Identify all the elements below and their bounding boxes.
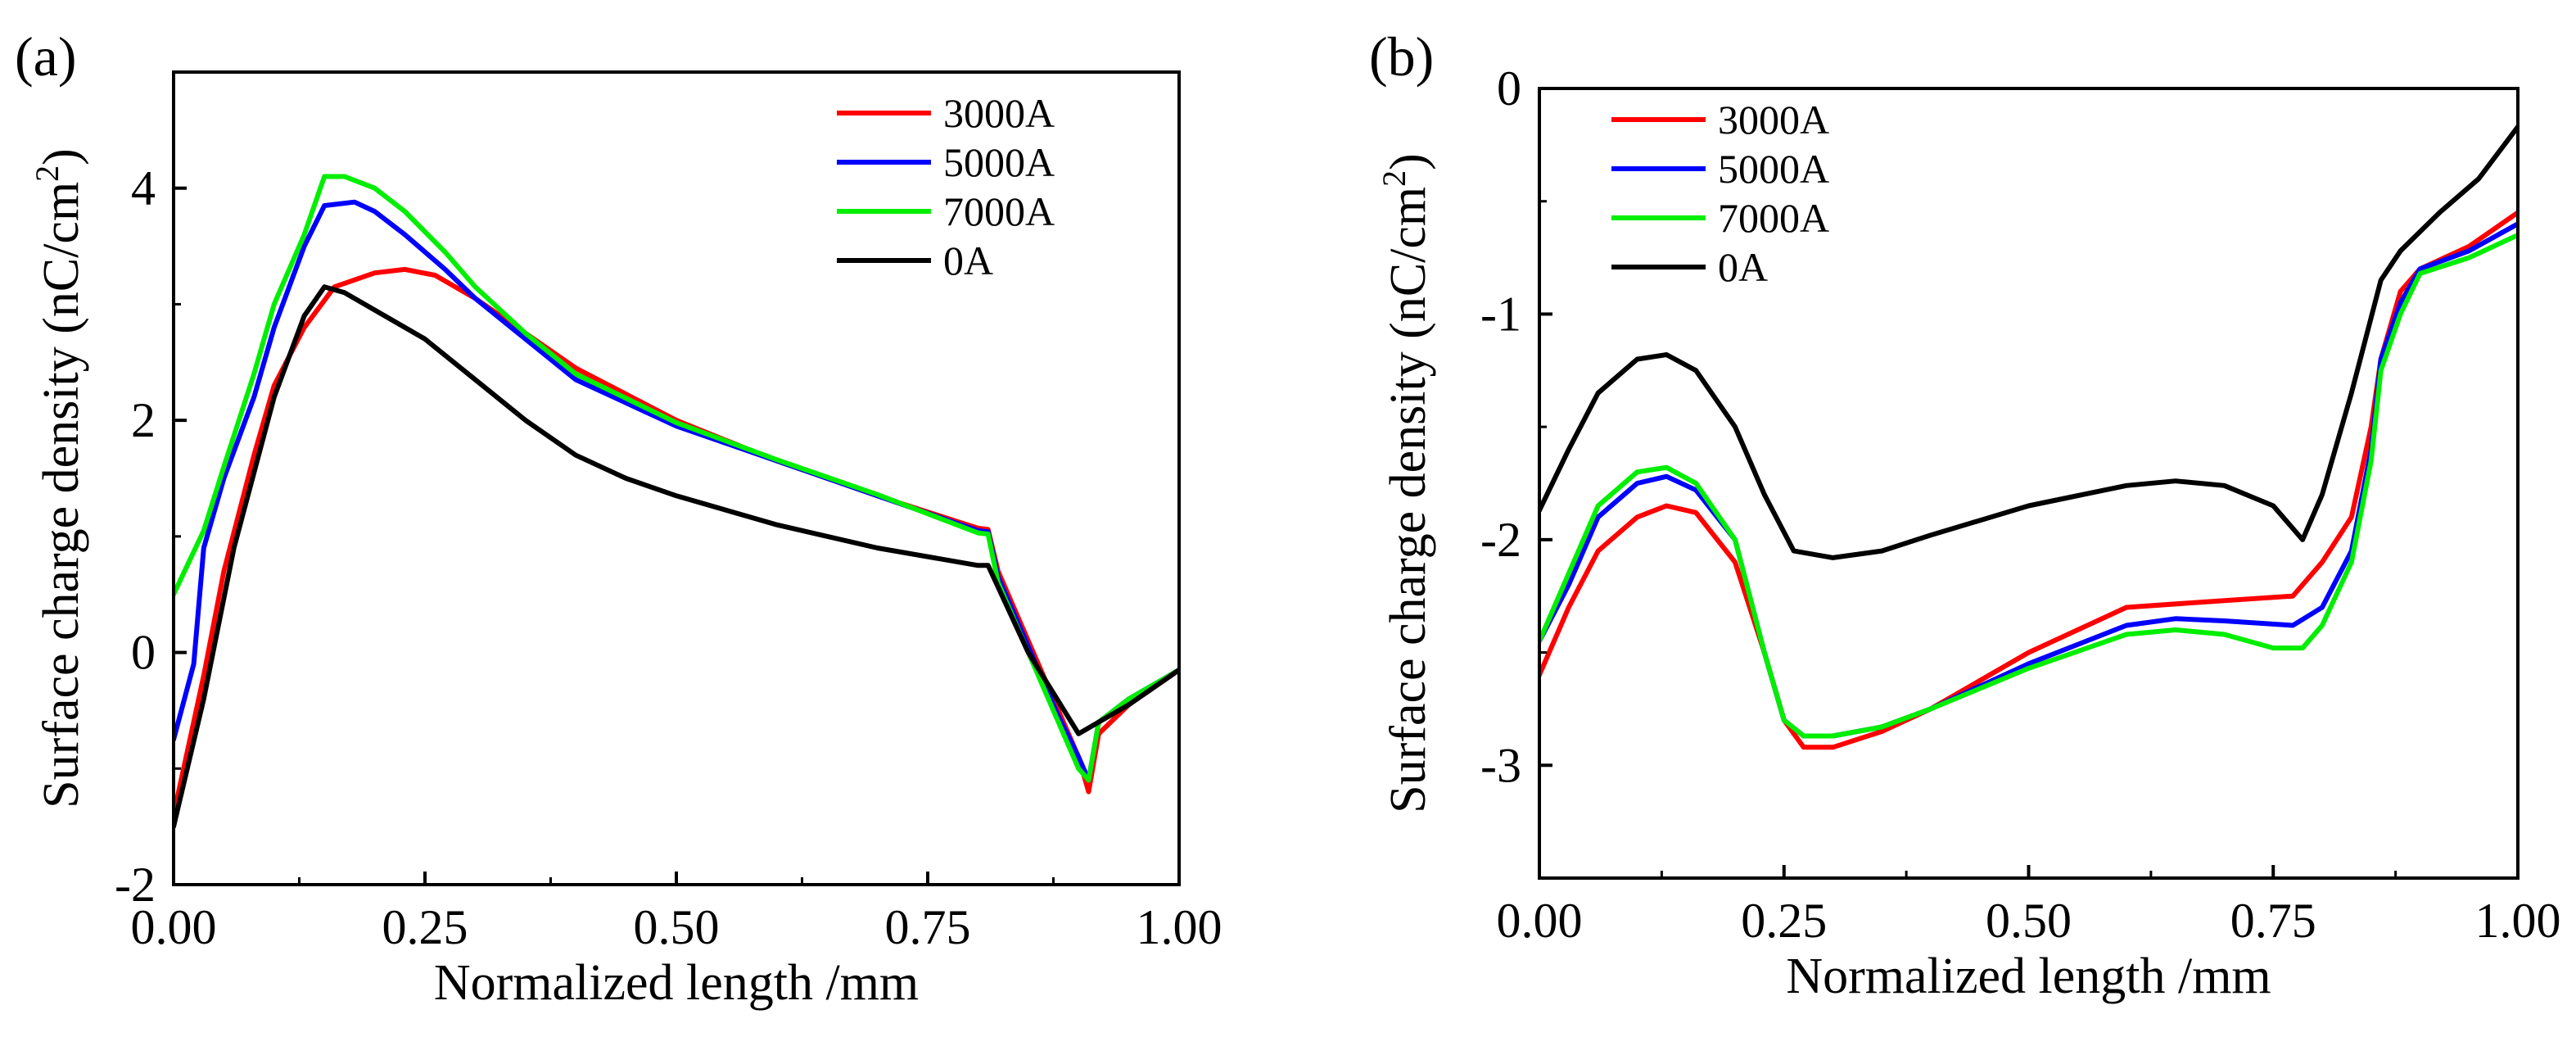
- x-tick-label-a: 0.75: [885, 900, 971, 954]
- x-tick-label-b: 0.50: [1986, 894, 2072, 948]
- legend-label-a-7000a: 7000A: [943, 188, 1055, 234]
- series-line-a-0a: [174, 284, 1179, 830]
- x-tick-label-a: 0.00: [131, 900, 217, 954]
- series-line-b-7000a: [1539, 233, 2518, 739]
- y-tick-label-b: -1: [1480, 287, 1521, 341]
- legend-label-a-0a: 0A: [943, 238, 993, 283]
- y-axis-title-b: Surface charge density (nC/cm2): [1376, 153, 1436, 813]
- y-axis-title-a: Surface charge density (nC/cm2): [29, 148, 89, 808]
- series-group-a: [174, 174, 1179, 830]
- legend-label-b-0a: 0A: [1718, 244, 1768, 290]
- legend-label-a-5000a: 5000A: [943, 139, 1055, 185]
- x-axis-title-b: Normalized length /mm: [1786, 949, 2271, 1004]
- y-tick-label-a: 0: [131, 626, 156, 680]
- legend-label-b-3000a: 3000A: [1718, 97, 1829, 143]
- x-tick-label-b: 1.00: [2475, 894, 2561, 948]
- series-line-a-5000a: [174, 199, 1179, 783]
- y-tick-label-a: 2: [131, 393, 156, 447]
- x-tick-label-a: 0.50: [634, 900, 720, 954]
- x-tick-label-b: 0.00: [1497, 894, 1583, 948]
- series-group-b: [1539, 124, 2518, 750]
- legend-label-a-3000a: 3000A: [943, 90, 1055, 136]
- y-tick-label-b: -3: [1480, 738, 1521, 792]
- series-line-b-0a: [1539, 124, 2518, 560]
- y-tick-label-b: 0: [1497, 61, 1521, 115]
- series-line-a-3000a: [174, 266, 1179, 817]
- panel-label-b: (b): [1369, 25, 1434, 88]
- panel-b: (b) 0.00 0.25 0.50 0.75 1.00 -3 -2 -1 0 Normalized…: [1369, 25, 2561, 1004]
- x-tick-label-b: 0.75: [2230, 894, 2316, 948]
- x-tick-label-a: 1.00: [1137, 900, 1222, 954]
- panel-a: (a) 0.00 0.25 0.50 0.75 1.00 -2 0 2 4 Normalized l…: [15, 25, 1222, 1011]
- y-tick-label-a: -2: [115, 858, 156, 912]
- legend-label-b-5000a: 5000A: [1718, 146, 1829, 192]
- y-tick-label-a: 4: [131, 161, 156, 215]
- legend-label-b-7000a: 7000A: [1718, 195, 1829, 241]
- x-axis-title-a: Normalized length /mm: [434, 955, 919, 1011]
- series-line-a-7000a: [174, 174, 1179, 783]
- panel-label-a: (a): [15, 25, 76, 88]
- x-tick-label-b: 0.25: [1741, 894, 1827, 948]
- y-tick-label-b: -2: [1480, 513, 1521, 567]
- x-tick-label-a: 0.25: [382, 900, 468, 954]
